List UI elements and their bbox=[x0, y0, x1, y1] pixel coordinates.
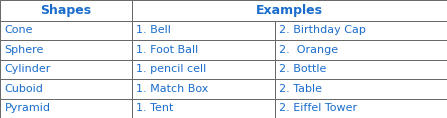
Bar bbox=[0, 21, 132, 40]
Text: 2. Table: 2. Table bbox=[279, 84, 322, 94]
Text: 2. Birthday Cap: 2. Birthday Cap bbox=[279, 25, 366, 35]
Bar bbox=[132, 60, 275, 79]
Bar bbox=[275, 21, 447, 40]
Bar bbox=[0, 60, 132, 79]
Bar bbox=[132, 40, 275, 60]
Text: 2.  Orange: 2. Orange bbox=[279, 45, 338, 55]
Bar bbox=[0, 99, 132, 118]
Bar bbox=[275, 40, 447, 60]
Text: 1. pencil cell: 1. pencil cell bbox=[136, 64, 207, 74]
Bar bbox=[132, 79, 275, 99]
Bar bbox=[0, 79, 132, 99]
Bar bbox=[0, 40, 132, 60]
Bar bbox=[275, 99, 447, 118]
Text: Shapes: Shapes bbox=[40, 4, 92, 17]
Text: Sphere: Sphere bbox=[4, 45, 44, 55]
Text: Cuboid: Cuboid bbox=[4, 84, 43, 94]
Text: 1. Match Box: 1. Match Box bbox=[136, 84, 209, 94]
Text: Pyramid: Pyramid bbox=[4, 103, 51, 113]
Text: 1. Tent: 1. Tent bbox=[136, 103, 174, 113]
Bar bbox=[0, 0, 132, 21]
Bar bbox=[132, 0, 447, 21]
Text: Cylinder: Cylinder bbox=[4, 64, 51, 74]
Text: 1. Bell: 1. Bell bbox=[136, 25, 171, 35]
Bar bbox=[275, 60, 447, 79]
Text: Examples: Examples bbox=[256, 4, 323, 17]
Bar bbox=[132, 99, 275, 118]
Text: Cone: Cone bbox=[4, 25, 33, 35]
Bar bbox=[275, 79, 447, 99]
Bar bbox=[132, 21, 275, 40]
Text: 1. Foot Ball: 1. Foot Ball bbox=[136, 45, 198, 55]
Text: 2. Eiffel Tower: 2. Eiffel Tower bbox=[279, 103, 358, 113]
Text: 2. Bottle: 2. Bottle bbox=[279, 64, 327, 74]
